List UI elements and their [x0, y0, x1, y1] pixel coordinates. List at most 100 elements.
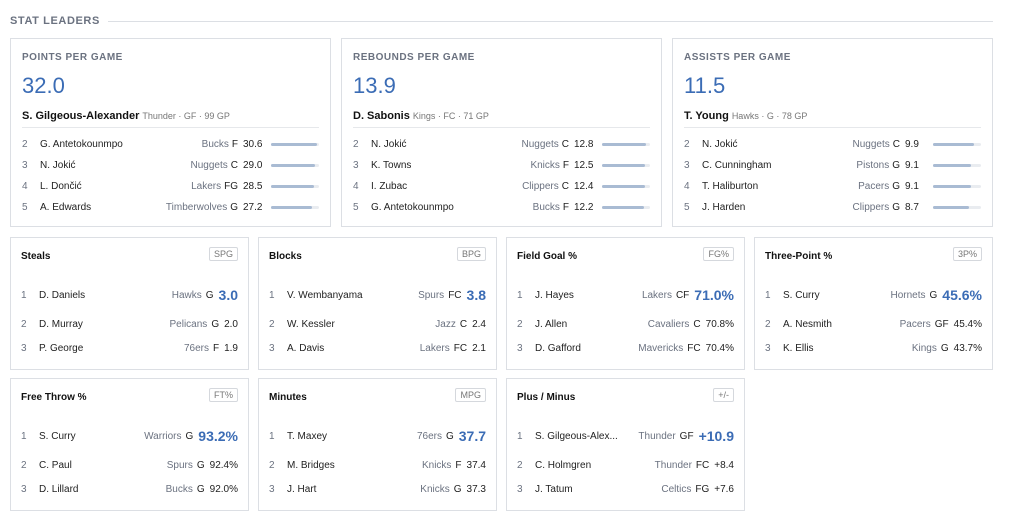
ranking-row[interactable]: 1 T. Maxey 76ers G 37.7 [269, 427, 486, 445]
player-name[interactable]: N. Jokić [702, 138, 738, 150]
ranking-row[interactable]: 3 A. Davis Lakers FC 2.1 [269, 339, 486, 357]
ranking-row[interactable]: 1 J. Hayes Lakers CF 71.0% [517, 286, 734, 304]
player-name[interactable]: A. Edwards [40, 201, 92, 213]
ranking-row[interactable]: 1 S. Curry Warriors G 93.2% [21, 427, 238, 445]
player-name[interactable]: D. Murray [39, 318, 83, 330]
stat-card-blocks[interactable]: Blocks BPG 1 V. Wembanyama Spurs FC 3.8 2 W. Kes… [258, 237, 497, 370]
ranking-row[interactable]: 3 D. Lillard Bucks G 92.0% [21, 480, 238, 498]
position: FC [448, 289, 462, 301]
ranking-row[interactable]: 1 V. Wembanyama Spurs FC 3.8 [269, 286, 486, 304]
position: CF [675, 289, 690, 301]
category-title: Blocks [269, 251, 302, 262]
leader-name[interactable]: S. Gilgeous-Alexander [22, 110, 140, 122]
ranking-row[interactable]: 1 D. Daniels Hawks G 3.0 [21, 286, 238, 304]
player-name[interactable]: L. Dončić [40, 180, 82, 192]
ranking-row[interactable]: 3 K. Ellis Kings G 43.7% [765, 339, 982, 357]
player-name[interactable]: D. Daniels [39, 289, 86, 301]
position: FC [695, 459, 710, 471]
ranking-row[interactable]: 3 J. Tatum Celtics FG +7.6 [517, 480, 734, 498]
leader-card-points-per-game[interactable]: POINTS PER GAME 32.0 S. Gilgeous-Alexander… [10, 38, 331, 227]
stat-card-minutes[interactable]: Minutes MPG 1 T. Maxey 76ers G 37.7 2 M. Bridges… [258, 378, 497, 511]
stat-value: +8.4 [714, 459, 734, 471]
player-name[interactable]: I. Zubac [371, 180, 408, 192]
leader-card-assists-per-game[interactable]: ASSISTS PER GAME 11.5 T. Young Hawks · G · … [672, 38, 993, 227]
ranking-row[interactable]: 3 K. Towns Knicks F 12.5 [353, 157, 650, 173]
player-name[interactable]: C. Paul [39, 459, 72, 471]
stat-value: 2.1 [472, 342, 486, 354]
player-name[interactable]: W. Kessler [287, 318, 335, 330]
player-name[interactable]: G. Antetokounmpo [371, 201, 454, 213]
stat-value: 9.1 [905, 180, 919, 192]
leader-name[interactable]: D. Sabonis [353, 110, 410, 122]
player-name[interactable]: G. Antetokounmpo [40, 138, 123, 150]
ranking-row[interactable]: 2 C. Holmgren Thunder FC +8.4 [517, 456, 734, 474]
ranking-row[interactable]: 2 W. Kessler Jazz C 2.4 [269, 315, 486, 333]
team-name: Knicks [420, 483, 450, 495]
player-name[interactable]: J. Allen [535, 318, 568, 330]
leader-name[interactable]: T. Young [684, 110, 729, 122]
ranking-row[interactable]: 4 I. Zubac Clippers C 12.4 [353, 178, 650, 194]
ranking-row[interactable]: 3 N. Jokić Nuggets C 29.0 [22, 157, 319, 173]
player-name[interactable]: C. Cunningham [702, 159, 772, 171]
player-name[interactable]: J. Hayes [535, 289, 574, 301]
ranking-row[interactable]: 5 G. Antetokounmpo Bucks F 12.2 [353, 199, 650, 215]
ranking-row[interactable]: 5 J. Harden Clippers G 8.7 [684, 199, 981, 215]
stat-card-steals[interactable]: Steals SPG 1 D. Daniels Hawks G 3.0 2 D. Murray P… [10, 237, 249, 370]
player-name[interactable]: J. Harden [702, 201, 746, 213]
player-name[interactable]: P. George [39, 342, 84, 354]
player-name[interactable]: S. Curry [39, 430, 76, 442]
stat-card-plus-minus[interactable]: Plus / Minus +/- 1 S. Gilgeous-Alex... Thund… [506, 378, 745, 511]
player-name[interactable]: S. Gilgeous-Alex... [535, 430, 618, 442]
stat-value: 92.4% [209, 459, 238, 471]
player-name[interactable]: J. Hart [287, 483, 317, 495]
ranking-row[interactable]: 2 A. Nesmith Pacers GF 45.4% [765, 315, 982, 333]
ranking-row[interactable]: 4 L. Dončić Lakers FG 28.5 [22, 178, 319, 194]
rank: 2 [353, 138, 359, 150]
stat-card-three-point[interactable]: Three-Point % 3P% 1 S. Curry Hornets G 45.6% 2 A… [754, 237, 993, 370]
stat-card-field-goal[interactable]: Field Goal % FG% 1 J. Hayes Lakers CF 71.0% 2 J.… [506, 237, 745, 370]
leader-info: D. Sabonis Kings · FC · 71 GP [353, 106, 489, 124]
ranking-row[interactable]: 2 G. Antetokounmpo Bucks F 30.6 [22, 136, 319, 152]
value-bar-fill [602, 163, 646, 167]
player-name[interactable]: D. Gafford [535, 342, 581, 354]
ranking-row[interactable]: 3 C. Cunningham Pistons G 9.1 [684, 157, 981, 173]
ranking-row[interactable]: 2 N. Jokić Nuggets C 9.9 [684, 136, 981, 152]
ranking-row[interactable]: 5 A. Edwards Timberwolves G 27.2 [22, 199, 319, 215]
ranking-row[interactable]: 2 J. Allen Cavaliers C 70.8% [517, 315, 734, 333]
ranking-row[interactable]: 1 S. Curry Hornets G 45.6% [765, 286, 982, 304]
leader-card-rebounds-per-game[interactable]: REBOUNDS PER GAME 13.9 D. Sabonis Kings · F… [341, 38, 662, 227]
player-name[interactable]: K. Ellis [783, 342, 814, 354]
player-name[interactable]: J. Tatum [535, 483, 573, 495]
value-bar-fill [271, 184, 314, 188]
player-name[interactable]: M. Bridges [287, 459, 335, 471]
player-name[interactable]: A. Nesmith [783, 318, 832, 330]
position: FG [695, 483, 710, 495]
ranking-row[interactable]: 4 T. Haliburton Pacers G 9.1 [684, 178, 981, 194]
player-name[interactable]: K. Towns [371, 159, 412, 171]
ranking-row[interactable]: 1 S. Gilgeous-Alex... Thunder GF +10.9 [517, 427, 734, 445]
player-name[interactable]: T. Haliburton [702, 180, 759, 192]
player-name[interactable]: T. Maxey [287, 430, 328, 442]
ranking-row[interactable]: 2 D. Murray Pelicans G 2.0 [21, 315, 238, 333]
stat-card-free-throw[interactable]: Free Throw % FT% 1 S. Curry Warriors G 93.2% 2 C… [10, 378, 249, 511]
player-name[interactable]: V. Wembanyama [287, 289, 363, 301]
rank: 3 [21, 342, 27, 354]
player-name[interactable]: N. Jokić [371, 138, 407, 150]
stat-value: 2.4 [472, 318, 486, 330]
category-title: Minutes [269, 392, 307, 403]
position: G [196, 459, 205, 471]
ranking-row[interactable]: 2 M. Bridges Knicks F 37.4 [269, 456, 486, 474]
ranking-row[interactable]: 3 D. Gafford Mavericks FC 70.4% [517, 339, 734, 357]
position: C [459, 318, 468, 330]
player-name[interactable]: S. Curry [783, 289, 820, 301]
ranking-row[interactable]: 3 P. George 76ers F 1.9 [21, 339, 238, 357]
ranking-row[interactable]: 2 C. Paul Spurs G 92.4% [21, 456, 238, 474]
player-name[interactable]: D. Lillard [39, 483, 79, 495]
ranking-row[interactable]: 3 J. Hart Knicks G 37.3 [269, 480, 486, 498]
ranking-row[interactable]: 2 N. Jokić Nuggets C 12.8 [353, 136, 650, 152]
player-name[interactable]: C. Holmgren [535, 459, 592, 471]
player-name[interactable]: A. Davis [287, 342, 325, 354]
position: FG [224, 180, 238, 192]
team-name: Nuggets [852, 138, 890, 150]
player-name[interactable]: N. Jokić [40, 159, 76, 171]
